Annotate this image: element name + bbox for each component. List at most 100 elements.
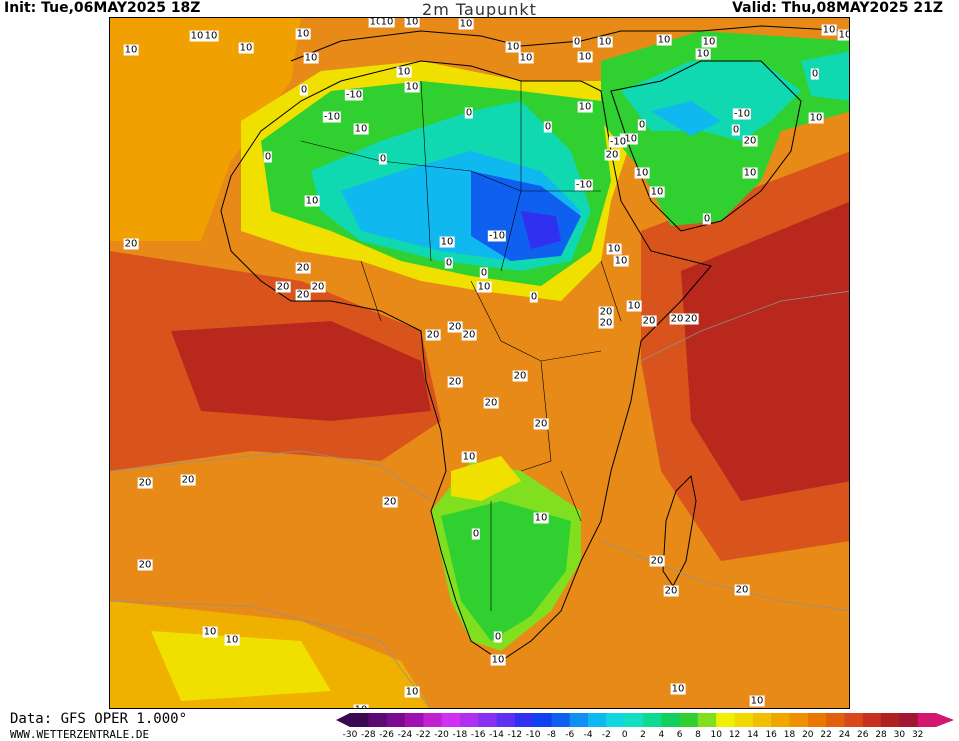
scale-tick-label: 32 <box>911 730 924 740</box>
contour-label: 10 <box>597 36 613 48</box>
contour-label: 10 <box>701 36 717 48</box>
scale-tick-label: -20 <box>434 730 449 740</box>
contour-label: 10 <box>518 52 534 64</box>
mediterranean-coastline <box>290 25 849 62</box>
init-time: Init: Tue,06MAY2025 18Z <box>4 0 201 16</box>
contour-label: 0 <box>810 68 820 80</box>
data-source: Data: GFS OPER 1.000° <box>10 711 188 727</box>
contour-label: -10 <box>487 230 507 242</box>
contour-label: 10 <box>238 42 254 54</box>
scale-swatch <box>899 713 919 727</box>
scale-tick-label: -30 <box>342 730 358 740</box>
color-scale: -30 -28 -26 -24 -22 -20 -18 -16 -14 -12 -10 -8 -6 -4-… <box>336 712 958 741</box>
contour-label: 10 <box>379 17 395 28</box>
contour-label: 20 <box>483 397 499 409</box>
contour-label: 20 <box>669 313 685 325</box>
contour-label: 10 <box>439 236 455 248</box>
scale-swatch <box>551 713 571 727</box>
contour-label: 0 <box>572 36 582 48</box>
contour-label: 20 <box>295 262 311 274</box>
scale-swatch <box>716 713 736 727</box>
country-borders <box>300 80 622 611</box>
scale-tick-label: -4 <box>583 730 593 740</box>
contour-label: 0 <box>702 213 712 225</box>
arabia-coastline <box>610 60 802 232</box>
contour-label: 20 <box>533 418 549 430</box>
contour-label: 0 <box>493 631 503 643</box>
contour-label: 10 <box>577 51 593 63</box>
indian-ocean-hot-zone <box>681 201 849 501</box>
scale-swatch <box>569 713 589 727</box>
scale-swatch <box>643 713 662 727</box>
scale-tick-label: -14 <box>489 730 504 740</box>
madagascar-coastline <box>662 474 697 587</box>
scale-swatch <box>478 713 497 727</box>
scale-swatch <box>771 713 790 727</box>
contour-label: 20 <box>425 329 441 341</box>
contour-label: 10 <box>695 48 711 60</box>
contour-label: 20 <box>137 559 153 571</box>
scale-tick-label: 30 <box>893 730 906 740</box>
iran-teal <box>801 51 849 101</box>
scale-tick-label: 22 <box>820 730 832 740</box>
contour-label: 10 <box>202 626 218 638</box>
contour-label: 10 <box>808 112 824 124</box>
contour-label: 0 <box>471 528 481 540</box>
contour-label: -10 <box>322 111 342 123</box>
scale-tick-label: 16 <box>765 730 777 740</box>
contour-label: 10 <box>353 123 369 135</box>
contour-label: 10 <box>533 512 549 524</box>
scale-swatch <box>661 713 681 727</box>
contour-label: 20 <box>641 315 657 327</box>
contour-label: 10 <box>606 243 622 255</box>
contour-label: 20 <box>310 281 326 293</box>
contour-label: -10 <box>574 179 594 191</box>
contour-label: 20 <box>604 149 620 161</box>
map-title: 2m Taupunkt <box>422 0 537 19</box>
scale-tick-label: 2 <box>640 730 646 740</box>
scale-swatch <box>496 713 516 727</box>
scale-swatch <box>386 713 406 727</box>
scale-swatch <box>679 713 699 727</box>
north-atlantic-zone <box>110 18 301 241</box>
contour-label: 20 <box>512 370 528 382</box>
scale-arrow-right <box>936 713 954 727</box>
contour-label: 20 <box>295 289 311 301</box>
contour-label: 20 <box>123 238 139 250</box>
scale-tick-label: -12 <box>507 730 523 740</box>
contour-label: 20 <box>683 313 699 325</box>
contour-label: 10 <box>353 704 369 708</box>
scale-tick-label: -10 <box>525 730 541 740</box>
contour-label: 10 <box>476 281 492 293</box>
scale-swatch <box>826 713 845 727</box>
contour-label: 20 <box>275 281 291 293</box>
contour-label: -10 <box>732 108 752 120</box>
scale-tick-label: 14 <box>747 730 759 740</box>
scale-tick-label: 8 <box>695 730 701 740</box>
contour-label: 20 <box>447 321 463 333</box>
contour-label: 10 <box>749 695 765 707</box>
scale-swatch <box>368 713 388 727</box>
contour-label: 0 <box>299 84 309 96</box>
scale-swatch <box>789 713 809 727</box>
scale-tick-label: 20 <box>802 730 814 740</box>
scale-swatch <box>844 713 864 727</box>
contour-label: 10 <box>613 255 629 267</box>
scale-tick-label: 12 <box>728 730 741 740</box>
scale-arrow-left <box>336 713 350 727</box>
scale-swatch <box>752 713 772 727</box>
scale-swatch <box>881 713 900 727</box>
scale-tick-label: -22 <box>415 730 431 740</box>
scale-tick-label: -16 <box>470 730 486 740</box>
contour-label: 20 <box>663 585 679 597</box>
contour-label: 20 <box>461 329 477 341</box>
gulf-guinea-hot-zone <box>171 321 431 421</box>
contour-label: 20 <box>137 477 153 489</box>
contour-label: 0 <box>731 124 741 136</box>
scale-tick-label: -18 <box>452 730 468 740</box>
contour-label: 0 <box>637 119 647 131</box>
contour-label: 10 <box>189 30 205 42</box>
contour-label: 20 <box>382 496 398 508</box>
contour-label: 10 <box>404 686 420 698</box>
website-link[interactable]: WWW.WETTERZENTRALE.DE <box>10 728 150 741</box>
